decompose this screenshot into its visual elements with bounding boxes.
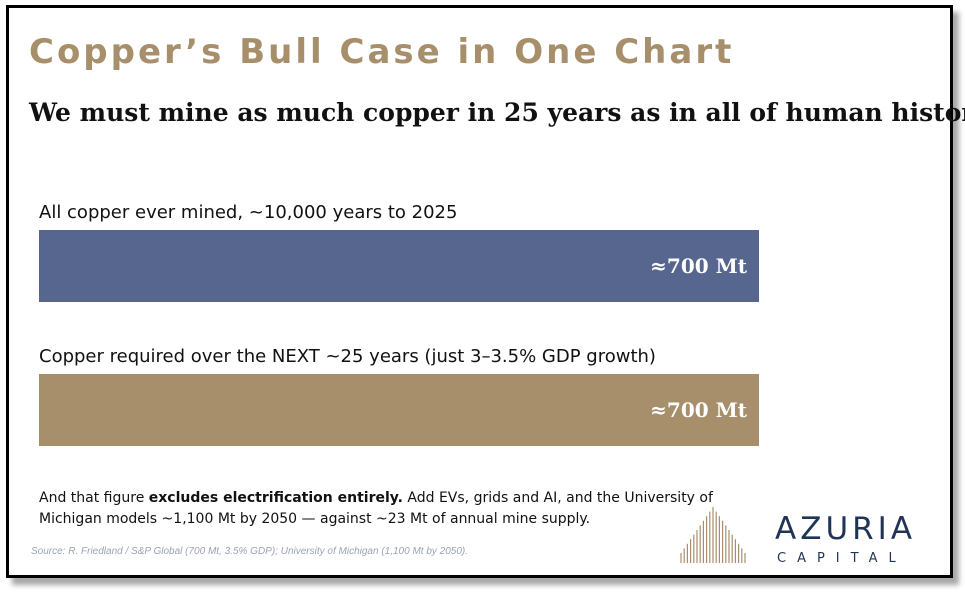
note-text: And that figure excludes electrification… <box>39 488 719 530</box>
logo-wordmark: AZURIA <box>775 511 917 547</box>
note-bold: excludes electrification entirely. <box>148 490 403 506</box>
bar-category-label: All copper ever mined, ~10,000 years to … <box>39 202 457 223</box>
bar-value-label: ≈700 Mt <box>650 254 748 278</box>
sunburst-logo-icon <box>680 507 746 563</box>
bar <box>39 230 759 302</box>
bar-chart: All copper ever mined, ~10,000 years to … <box>37 198 837 458</box>
slide-subtitle: We must mine as much copper in 25 years … <box>29 98 965 127</box>
slide-title: Copper’s Bull Case in One Chart <box>29 32 735 72</box>
bar <box>39 374 759 446</box>
source-text: Source: R. Friedland / S&P Global (700 M… <box>31 546 469 557</box>
slide-frame: Copper’s Bull Case in One Chart We must … <box>6 5 965 578</box>
bar-value-label: ≈700 Mt <box>650 398 748 422</box>
bar-category-label: Copper required over the NEXT ~25 years … <box>39 346 656 367</box>
logo-subtitle: CAPITAL <box>777 551 907 566</box>
note-part1: And that figure <box>39 490 149 506</box>
chart-canvas: All copper ever mined, ~10,000 years to … <box>39 202 759 446</box>
note-part2: Add EVs, grids and AI, and the Universit… <box>39 490 713 527</box>
